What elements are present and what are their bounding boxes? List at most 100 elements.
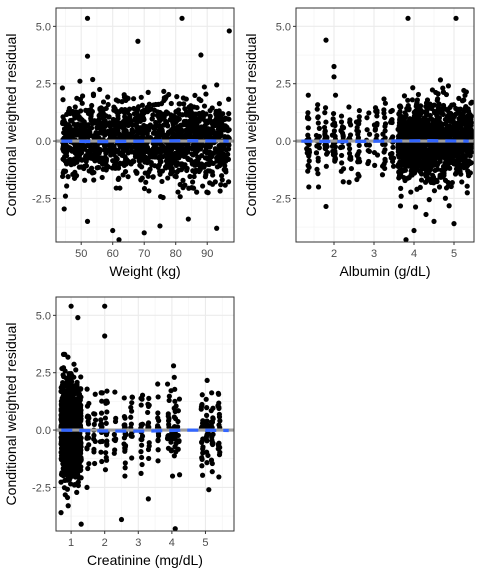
data-point bbox=[150, 174, 156, 180]
data-point bbox=[159, 178, 165, 185]
data-point bbox=[430, 150, 437, 157]
data-point bbox=[135, 38, 141, 44]
data-point bbox=[115, 165, 122, 171]
data-point bbox=[355, 135, 362, 141]
data-point bbox=[366, 148, 373, 155]
data-point bbox=[204, 412, 210, 418]
data-point bbox=[225, 179, 232, 185]
data-point bbox=[139, 442, 145, 448]
data-point bbox=[98, 449, 104, 455]
data-point bbox=[77, 122, 83, 128]
data-point bbox=[177, 181, 183, 188]
data-point bbox=[180, 177, 186, 183]
data-point bbox=[129, 394, 135, 400]
data-point bbox=[339, 160, 345, 166]
data-point bbox=[411, 128, 417, 134]
data-point bbox=[71, 361, 77, 367]
data-point bbox=[99, 458, 105, 465]
data-point bbox=[442, 195, 448, 201]
data-point bbox=[193, 161, 199, 167]
data-point bbox=[443, 149, 449, 155]
data-point bbox=[372, 162, 378, 168]
data-point bbox=[217, 121, 224, 127]
data-point bbox=[338, 113, 345, 119]
data-point bbox=[204, 134, 211, 141]
data-point bbox=[459, 164, 465, 170]
x-tick-label: 3 bbox=[371, 248, 377, 260]
data-point bbox=[395, 163, 401, 170]
data-point bbox=[427, 101, 433, 107]
data-point bbox=[214, 82, 220, 88]
data-point bbox=[429, 87, 436, 93]
data-point bbox=[72, 431, 79, 437]
data-point bbox=[66, 407, 72, 414]
data-point bbox=[121, 127, 127, 134]
data-point bbox=[428, 176, 434, 182]
data-point bbox=[145, 409, 151, 416]
data-point bbox=[85, 435, 92, 441]
data-point bbox=[67, 117, 74, 124]
data-point bbox=[400, 157, 407, 164]
data-point bbox=[103, 454, 109, 461]
data-point bbox=[315, 155, 321, 161]
data-point bbox=[168, 388, 174, 394]
data-point bbox=[90, 76, 96, 83]
data-point bbox=[431, 119, 437, 126]
data-point bbox=[165, 154, 171, 160]
data-point bbox=[424, 97, 431, 103]
data-point bbox=[192, 131, 199, 137]
data-point bbox=[172, 173, 178, 179]
data-point bbox=[431, 188, 438, 194]
data-point bbox=[68, 303, 74, 309]
data-point bbox=[100, 110, 106, 117]
data-point bbox=[100, 99, 107, 105]
data-point bbox=[191, 104, 197, 110]
data-point bbox=[423, 103, 429, 110]
data-point bbox=[84, 445, 90, 451]
data-point bbox=[59, 417, 65, 423]
data-point bbox=[67, 391, 73, 398]
data-point bbox=[62, 168, 69, 174]
data-point bbox=[60, 97, 66, 103]
data-point bbox=[151, 154, 157, 160]
data-point bbox=[137, 129, 144, 135]
data-point bbox=[305, 125, 311, 131]
data-point bbox=[142, 147, 149, 153]
data-point bbox=[97, 86, 103, 93]
data-point bbox=[160, 154, 166, 160]
data-point bbox=[110, 158, 116, 164]
data-point bbox=[84, 15, 91, 21]
data-point bbox=[61, 485, 68, 491]
data-point bbox=[445, 183, 451, 189]
data-point bbox=[63, 423, 69, 430]
data-point bbox=[194, 189, 200, 195]
data-point bbox=[62, 154, 68, 160]
data-point bbox=[165, 413, 171, 419]
data-point bbox=[402, 110, 408, 116]
data-point bbox=[143, 179, 149, 185]
data-point bbox=[435, 96, 441, 102]
data-point bbox=[434, 112, 440, 119]
data-point bbox=[456, 95, 462, 101]
data-point bbox=[92, 120, 98, 126]
x-axis-title: Creatinine (mg/dL) bbox=[87, 552, 203, 568]
data-point bbox=[123, 432, 129, 438]
data-point bbox=[188, 108, 194, 114]
data-point bbox=[139, 396, 145, 402]
data-point bbox=[103, 432, 110, 438]
data-point bbox=[91, 449, 97, 455]
data-point bbox=[172, 398, 178, 404]
x-tick-label: 90 bbox=[201, 248, 213, 260]
data-point bbox=[169, 156, 176, 162]
data-point bbox=[102, 303, 108, 309]
data-point bbox=[66, 108, 72, 114]
data-point bbox=[59, 440, 65, 446]
data-point bbox=[194, 121, 200, 127]
data-point bbox=[122, 465, 128, 471]
data-point bbox=[119, 106, 125, 113]
data-point bbox=[200, 183, 206, 189]
data-point bbox=[129, 455, 135, 461]
data-point bbox=[68, 453, 74, 459]
data-point bbox=[82, 163, 88, 169]
data-point bbox=[96, 113, 102, 119]
